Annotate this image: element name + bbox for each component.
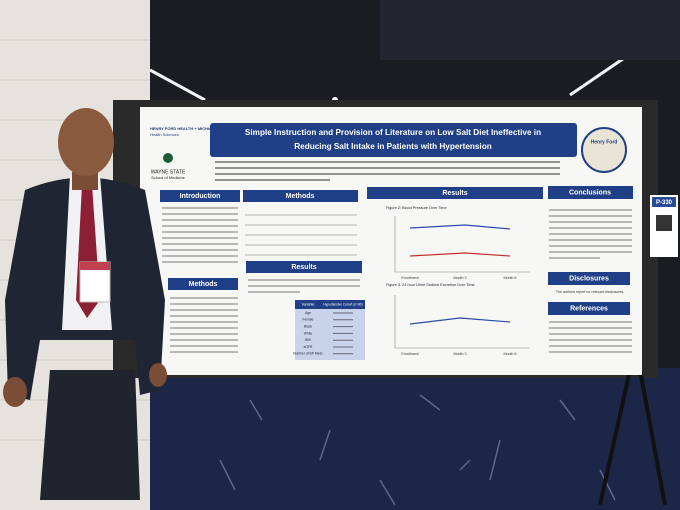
author-lines xyxy=(215,161,560,181)
table-row-label: Black xyxy=(304,324,312,328)
section-header xyxy=(548,272,630,285)
logo-text: School of Medicine xyxy=(151,175,186,180)
section-header xyxy=(160,190,240,202)
table-header: Hypertensive Cohort (n=80) xyxy=(323,302,362,306)
table-row-label: Female xyxy=(303,318,314,322)
figure-x-label: Month 6 xyxy=(504,276,517,280)
table-row-label: BMI xyxy=(305,338,311,342)
section-header xyxy=(548,302,630,315)
section-title: Conclusions xyxy=(569,189,611,196)
table-header-row xyxy=(295,300,365,309)
logo-text: WAYNE STATE xyxy=(151,169,186,175)
easel-leg xyxy=(638,369,667,506)
figure-x-label: Month 3 xyxy=(454,352,467,356)
figure-x-labels: Enrollment Month 3 Month 6 Enrollment Month … xyxy=(401,276,516,356)
easel-leg xyxy=(598,369,632,506)
board-number-box xyxy=(652,197,676,207)
right-logo xyxy=(581,127,627,173)
results-table xyxy=(295,300,365,360)
section-header xyxy=(548,186,633,199)
ceiling-panel xyxy=(380,0,680,60)
section-title: Results xyxy=(442,190,467,197)
figure-line xyxy=(409,317,511,325)
right-logo-text: Henry Ford xyxy=(591,139,618,145)
board-number: P-330 xyxy=(656,200,673,206)
poster-title: Simple Instruction and Provision of Lite… xyxy=(245,128,541,137)
figure-caption: Figure 2: Blood Pressure Over Time xyxy=(386,206,447,210)
section-title: References xyxy=(570,305,608,312)
figure-line xyxy=(409,224,511,230)
hand xyxy=(3,377,27,407)
head xyxy=(58,108,114,176)
section-title: Disclosures xyxy=(569,275,609,282)
carpet-pattern xyxy=(219,394,616,506)
figure-x-label: Enrollment xyxy=(401,352,418,356)
section-title: Introduction xyxy=(180,193,221,200)
section-title: Methods xyxy=(189,281,218,288)
trousers xyxy=(40,370,140,500)
ceiling-light xyxy=(149,68,206,102)
qr-code xyxy=(656,215,672,231)
badge-band xyxy=(80,262,110,270)
logo-text: Health Sciences xyxy=(150,132,179,137)
table-header: Variable xyxy=(302,302,315,306)
section-header xyxy=(367,187,543,199)
hand xyxy=(149,363,167,387)
carpet xyxy=(150,368,680,510)
logo-icon xyxy=(163,153,173,163)
figure-x-label: Month 3 xyxy=(454,276,467,280)
section-header xyxy=(168,278,238,290)
table-rows: Age Female Black White BMI eGFR Number of BP M… xyxy=(293,311,353,356)
neck xyxy=(72,172,98,190)
section-title: Results xyxy=(291,264,316,271)
table-row-label: Age xyxy=(305,311,311,315)
logo-text: HENRY FORD HEALTH + MICHIGAN STATE UNIVE… xyxy=(150,126,257,131)
figure-x-label: Enrollment xyxy=(401,276,418,280)
methods-table-lines xyxy=(245,214,357,256)
figure-x-label: Month 6 xyxy=(504,352,517,356)
disclosures-text: The authors report no relevant disclosur… xyxy=(556,290,624,294)
body-text-lines xyxy=(162,207,632,353)
section-title: Methods xyxy=(286,193,315,200)
figure-caption: Figure 3: 24-hour Urine Sodium Excretion… xyxy=(386,283,475,287)
section-header xyxy=(243,190,358,202)
figure-line xyxy=(409,252,511,257)
title-banner xyxy=(210,123,577,157)
poster-title: Reducing Salt Intake in Patients with Hy… xyxy=(294,142,491,151)
section-header xyxy=(246,261,362,273)
table-row-label: Number of BP Meds xyxy=(293,352,323,356)
table-row-label: White xyxy=(304,331,313,335)
table-row-label: eGFR xyxy=(304,345,313,349)
